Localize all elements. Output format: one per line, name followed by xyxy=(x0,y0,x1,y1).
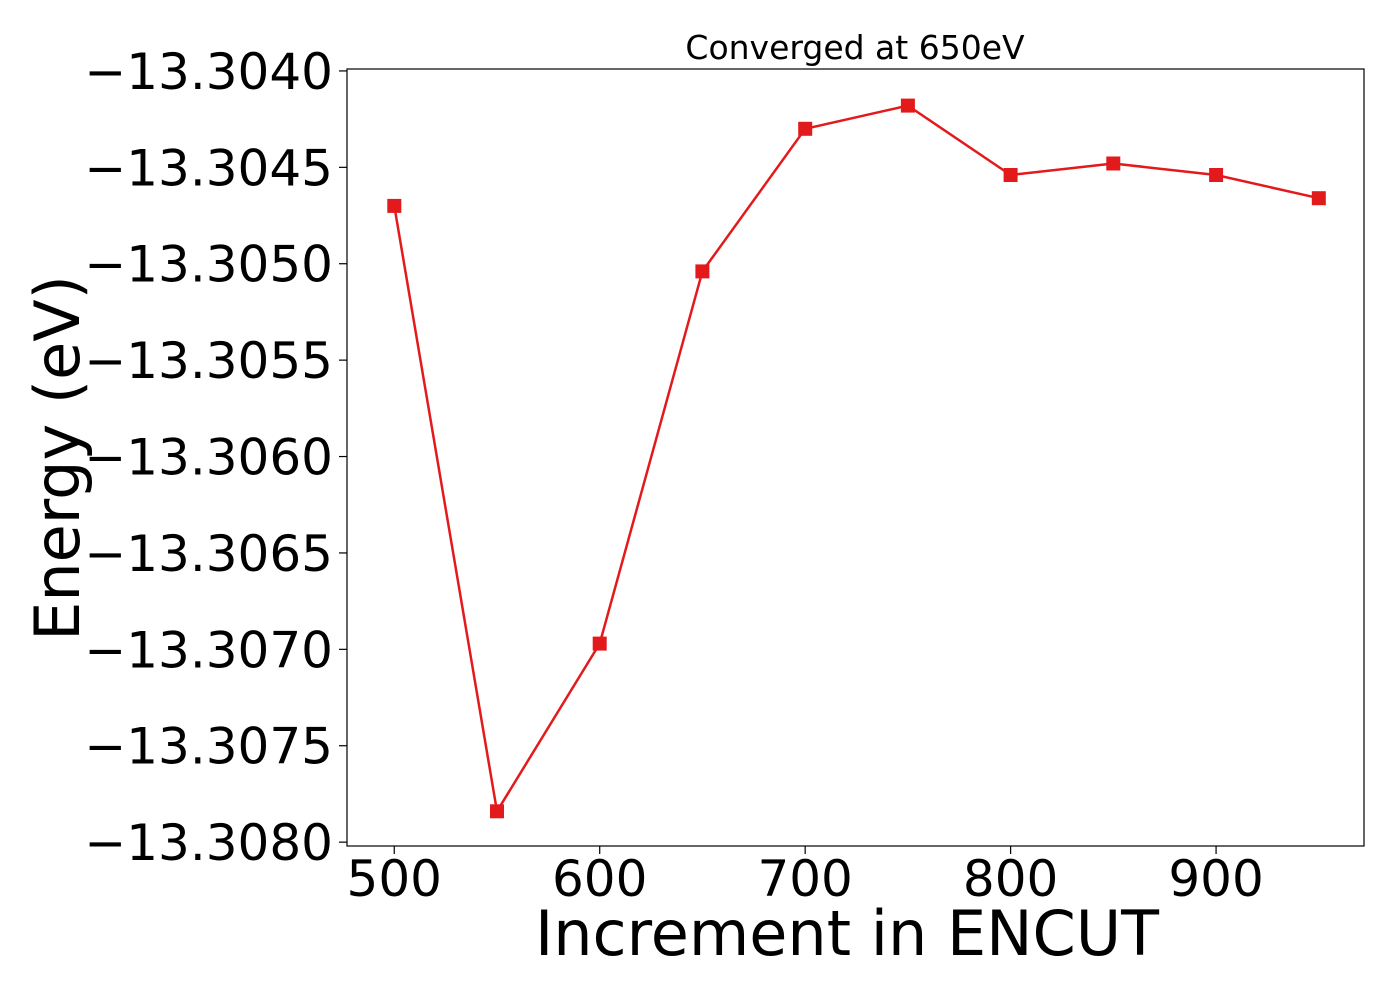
plot-area-frame xyxy=(346,68,1365,847)
chart-title: Converged at 650eV xyxy=(685,28,1025,67)
y-tick-label: −13.3070 xyxy=(84,621,333,679)
x-tick-label: 500 xyxy=(347,850,442,908)
x-axis: 500 600 700 800 900 xyxy=(347,846,1264,908)
y-tick-label: −13.3075 xyxy=(84,718,333,776)
y-axis-label: Energy (eV) xyxy=(21,275,94,641)
data-point-marker xyxy=(387,198,402,213)
y-tick-label: −13.3055 xyxy=(84,332,333,390)
x-tick-label: 600 xyxy=(552,850,647,908)
data-point-marker xyxy=(592,636,607,651)
data-point-marker xyxy=(1003,168,1018,182)
data-point-marker xyxy=(1209,168,1224,182)
series-markers xyxy=(387,98,1326,819)
y-tick-label: −13.3050 xyxy=(84,236,333,294)
data-point-marker xyxy=(900,98,915,113)
series-line xyxy=(393,104,1320,813)
data-point-marker xyxy=(490,804,504,819)
y-tick-label: −13.3045 xyxy=(84,139,333,197)
y-axis: −13.3040 −13.3045 −13.3050 −13.3055 −13.3060… xyxy=(84,43,347,872)
data-point-marker xyxy=(798,121,813,136)
x-tick-label: 700 xyxy=(757,850,852,908)
y-tick-label: −13.3040 xyxy=(84,43,333,101)
data-point-marker xyxy=(695,264,710,279)
data-point-marker xyxy=(1106,156,1121,171)
y-tick-label: −13.3065 xyxy=(84,525,333,583)
x-tick-label: 900 xyxy=(1168,850,1263,908)
x-tick-label: 800 xyxy=(963,850,1058,908)
y-tick-label: −13.3060 xyxy=(84,429,333,487)
y-tick-label: −13.3080 xyxy=(84,814,333,872)
data-point-marker xyxy=(1311,191,1326,206)
data-series xyxy=(387,98,1326,819)
x-axis-label: Increment in ENCUT xyxy=(535,897,1160,970)
